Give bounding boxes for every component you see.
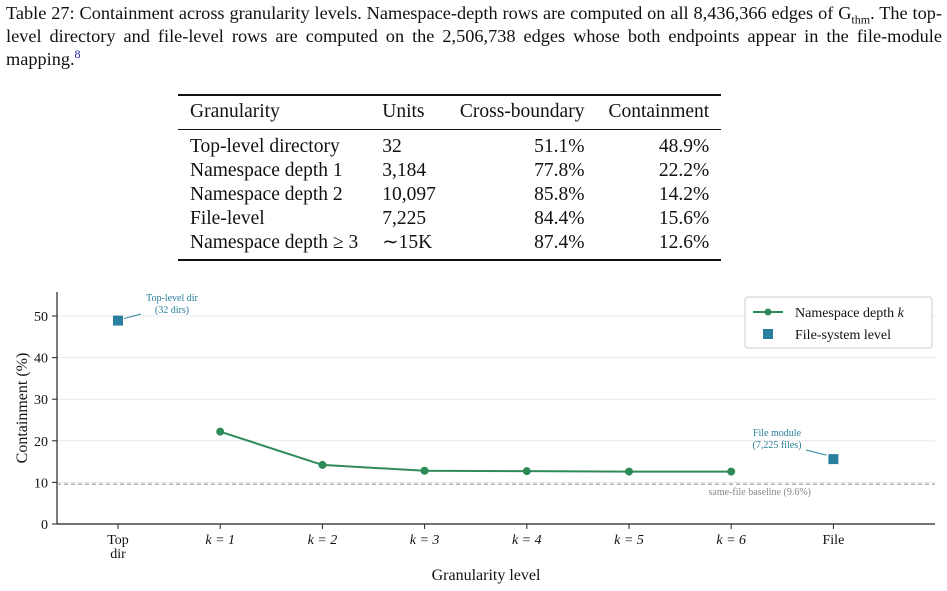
- x-tick-label: Top: [107, 533, 129, 548]
- x-tick-label: k = 3: [410, 533, 440, 548]
- top-dir-annotation-arrow: [123, 313, 142, 320]
- namespace-depth-point: [625, 467, 633, 476]
- footnote-marker[interactable]: 8: [74, 46, 81, 61]
- file-annotation-arrow: [805, 449, 827, 456]
- x-tick-label: File: [823, 533, 845, 548]
- header-granularity: Granularity: [178, 94, 371, 130]
- cell-units: ∼15K: [370, 231, 448, 261]
- cell-cross-boundary: 87.4%: [447, 231, 597, 261]
- cell-containment: 12.6%: [596, 231, 722, 261]
- namespace-depth-point: [522, 467, 531, 476]
- namespace-depth-point: [318, 460, 327, 469]
- table-header-row: Granularity Units Cross-boundary Contain…: [178, 94, 722, 130]
- caption-subscript: thm: [851, 12, 871, 27]
- table-caption: Table 27: Containment across granularity…: [6, 2, 942, 71]
- legend-box: [744, 296, 933, 349]
- file-system-point: [828, 454, 839, 465]
- legend-label-filesystem: File-system level: [795, 328, 891, 343]
- y-tick-label: 30: [34, 393, 48, 408]
- legend-label-namespace: Namespace depth k: [795, 306, 905, 321]
- cell-granularity: File-level: [190, 208, 265, 229]
- x-tick-label: k = 5: [614, 533, 644, 548]
- cell-cross-boundary: 85.8%: [534, 184, 585, 205]
- y-tick-label: 20: [34, 435, 48, 450]
- table-row: Top-level directory 32 51.1% 48.9%: [178, 130, 721, 160]
- namespace-depth-line: [219, 430, 732, 473]
- x-tick-label: k = 4: [512, 533, 542, 548]
- table-row: Namespace depth 1 3,184 77.8% 22.2%: [178, 159, 721, 183]
- x-tick-label: k = 2: [308, 533, 338, 548]
- caption-part1: Containment across granularity levels. N…: [79, 3, 852, 23]
- table-row: Namespace depth ≥ 3 ∼15K 87.4% 12.6%: [178, 231, 722, 261]
- namespace-depth-point: [216, 427, 225, 436]
- namespace-depth-point: [420, 466, 429, 475]
- cell-units: 7,225: [382, 208, 427, 229]
- y-tick-label: 0: [41, 518, 48, 533]
- cell-containment: 22.2%: [658, 160, 710, 181]
- cell-units: 3,184: [382, 160, 427, 181]
- cell-cross-boundary: 77.8%: [534, 160, 585, 181]
- x-axis-label: Granularity level: [432, 567, 541, 584]
- cell-cross-boundary: 51.1%: [534, 136, 585, 157]
- header-cross-boundary: Cross-boundary: [447, 94, 597, 130]
- cell-granularity: Top-level directory: [190, 136, 340, 157]
- table-row: File-level 7,225 84.4% 15.6%: [178, 207, 721, 231]
- x-tick-label: dir: [110, 547, 126, 562]
- y-axis-label: Containment (%): [14, 353, 31, 464]
- legend-square-swatch: [763, 329, 773, 339]
- x-tick-label: k = 6: [716, 533, 746, 548]
- table-row: Namespace depth 2 10,097 85.8% 14.2%: [178, 183, 721, 207]
- caption-label: Table 27:: [6, 3, 75, 23]
- file-annotation-line1: File module: [753, 428, 802, 439]
- file-system-point: [113, 315, 123, 326]
- legend-line-marker: [764, 308, 772, 316]
- cell-containment: 14.2%: [658, 184, 710, 205]
- results-table: Granularity Units Cross-boundary Contain…: [178, 94, 722, 261]
- y-tick-label: 40: [34, 352, 48, 367]
- baseline-label: same-file baseline (9.6%): [709, 487, 811, 498]
- cell-granularity: Namespace depth ≥ 3: [178, 231, 371, 261]
- namespace-depth-point: [727, 467, 736, 476]
- caption-part2: . The top-level directory and file-level…: [6, 3, 942, 69]
- cell-units: 10,097: [382, 184, 436, 205]
- file-annotation-line2: (7,225 files): [753, 440, 802, 451]
- header-units: Units: [370, 94, 448, 130]
- top-dir-annotation-line2: (32 dirs): [155, 305, 189, 316]
- cell-granularity: Namespace depth 2: [190, 184, 343, 205]
- cell-units: 32: [382, 136, 402, 157]
- top-dir-annotation-line1: Top-level dir: [146, 293, 198, 304]
- header-containment: Containment: [596, 94, 722, 130]
- x-tick-label: k = 1: [205, 533, 235, 548]
- cell-cross-boundary: 84.4%: [534, 208, 585, 229]
- y-tick-label: 50: [34, 310, 48, 325]
- y-tick-label: 10: [34, 476, 48, 491]
- cell-containment: 15.6%: [658, 208, 710, 229]
- cell-granularity: Namespace depth 1: [190, 160, 343, 181]
- cell-containment: 48.9%: [658, 136, 710, 157]
